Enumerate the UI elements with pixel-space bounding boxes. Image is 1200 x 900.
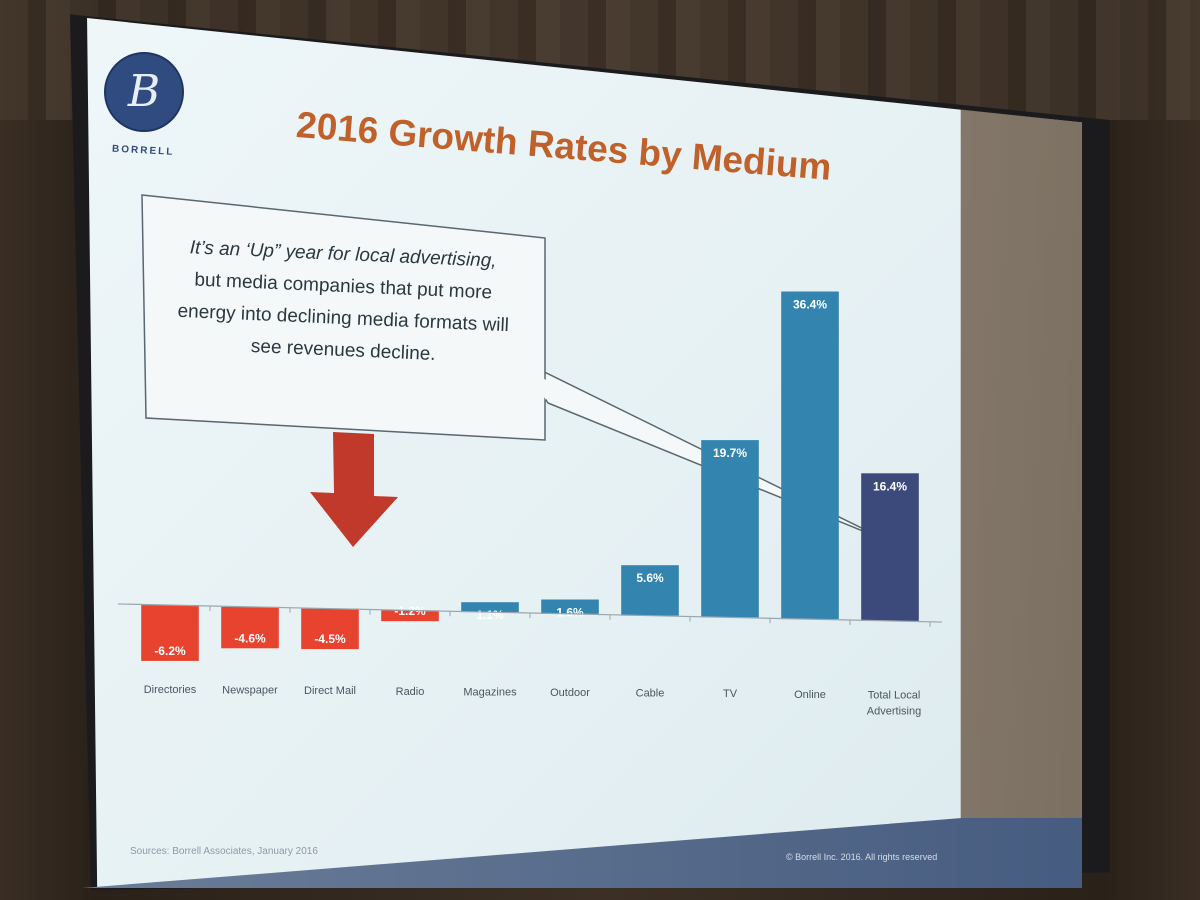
borrell-logo: B BORRELL xyxy=(104,52,184,158)
source-footnote: Sources: Borrell Associates, January 201… xyxy=(130,846,318,857)
category-label: Directories xyxy=(144,684,197,696)
bar xyxy=(141,605,199,661)
bar xyxy=(301,608,359,650)
bar xyxy=(861,473,919,621)
category-label: Outdoor xyxy=(550,687,590,699)
bar xyxy=(621,565,679,616)
category-label: Cable xyxy=(636,688,665,700)
callout: It’s an ‘Up” year for local advertising,… xyxy=(141,194,891,543)
value-label: 19.7% xyxy=(713,446,747,460)
logo-circle: B xyxy=(104,52,184,132)
bar xyxy=(781,291,839,620)
slide xyxy=(87,18,1082,888)
bar xyxy=(541,599,599,614)
bar xyxy=(381,610,439,622)
value-label: 1.1% xyxy=(476,608,504,622)
x-axis xyxy=(117,603,943,627)
category-label: Magazines xyxy=(463,686,517,698)
slide-shadow xyxy=(960,109,1082,888)
category-labels: Directories Newspaper Direct Mail Radio Maga… xyxy=(144,684,922,717)
category-label: Online xyxy=(794,689,826,701)
callout-pointer-cover xyxy=(522,363,546,400)
category-label: Newspaper xyxy=(222,685,278,697)
category-label: Advertising xyxy=(867,705,921,717)
category-label: Direct Mail xyxy=(304,685,356,697)
value-label: -6.2% xyxy=(154,644,186,658)
bar xyxy=(221,606,279,649)
down-arrow-icon xyxy=(310,432,398,547)
category-label: Radio xyxy=(396,686,425,698)
value-label: 1.6% xyxy=(556,606,584,620)
value-label: -4.6% xyxy=(234,631,266,645)
down-arrow-shape xyxy=(310,432,398,547)
category-label: TV xyxy=(723,688,738,700)
value-label: 5.6% xyxy=(636,571,664,585)
bars xyxy=(141,291,919,661)
logo-glyph: B xyxy=(127,66,161,117)
value-label: 36.4% xyxy=(793,298,827,312)
bar xyxy=(701,440,759,618)
copyright-footnote: © Borrell Inc. 2016. All rights reserved xyxy=(786,852,938,862)
callout-box xyxy=(141,194,546,441)
value-label: 16.4% xyxy=(873,479,907,493)
category-label: Total Local xyxy=(868,689,921,701)
value-labels: -6.2% -4.6% -4.5% -1.2% 1.1% 1.6% 5.6% 19.7% 36.… xyxy=(154,298,907,658)
bar xyxy=(461,602,519,613)
value-label: -1.2% xyxy=(394,604,426,618)
value-label: -4.5% xyxy=(314,632,346,646)
